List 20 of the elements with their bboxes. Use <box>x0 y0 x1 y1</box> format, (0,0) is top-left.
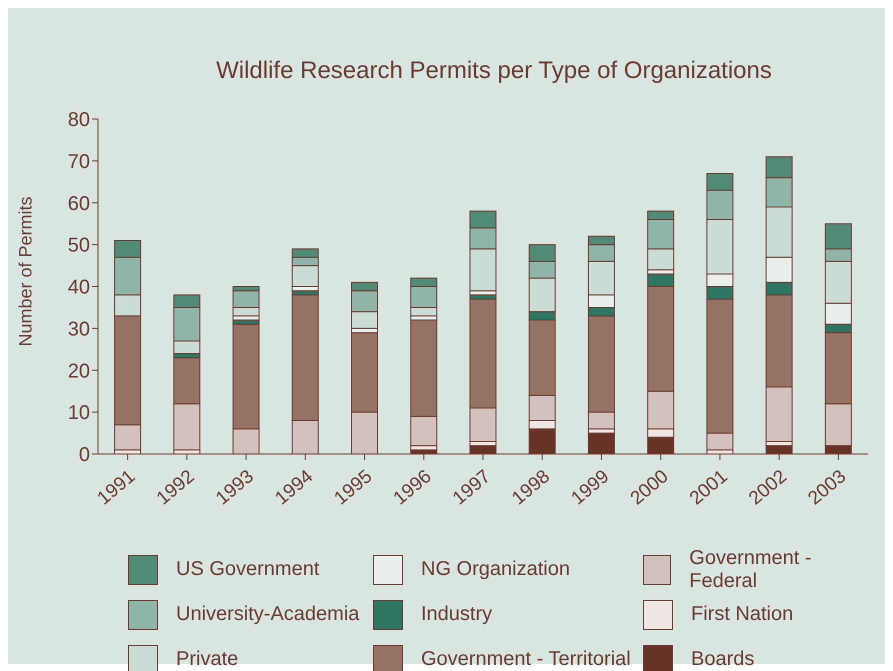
y-tick-label: 30 <box>68 318 90 340</box>
y-axis-title: Number of Permits <box>15 196 36 346</box>
chart-title: Wildlife Research Permits per Type of Organizations <box>215 57 773 85</box>
legend-label: University-Academia <box>176 603 360 626</box>
y-tick-label: 50 <box>68 234 90 257</box>
legend-label: US Government <box>176 558 320 581</box>
legend-label: Boards <box>691 648 754 671</box>
legend-label: Government - Territorial <box>421 648 631 671</box>
legend-label: Private <box>176 648 238 671</box>
legend-label: Industry <box>421 603 492 626</box>
y-tick-label: 40 <box>68 276 90 299</box>
y-tick-label: 0 <box>78 444 90 466</box>
y-tick-label: 20 <box>68 360 90 382</box>
legend-label: Government - Federal <box>689 546 813 592</box>
y-tick-label: 70 <box>68 150 90 173</box>
y-tick-label: 80 <box>68 109 90 132</box>
legend-label: First Nation <box>691 603 794 626</box>
legend-label: NG Organization <box>421 558 570 581</box>
y-tick-label: 10 <box>68 402 90 424</box>
y-tick-label: 60 <box>68 192 90 215</box>
